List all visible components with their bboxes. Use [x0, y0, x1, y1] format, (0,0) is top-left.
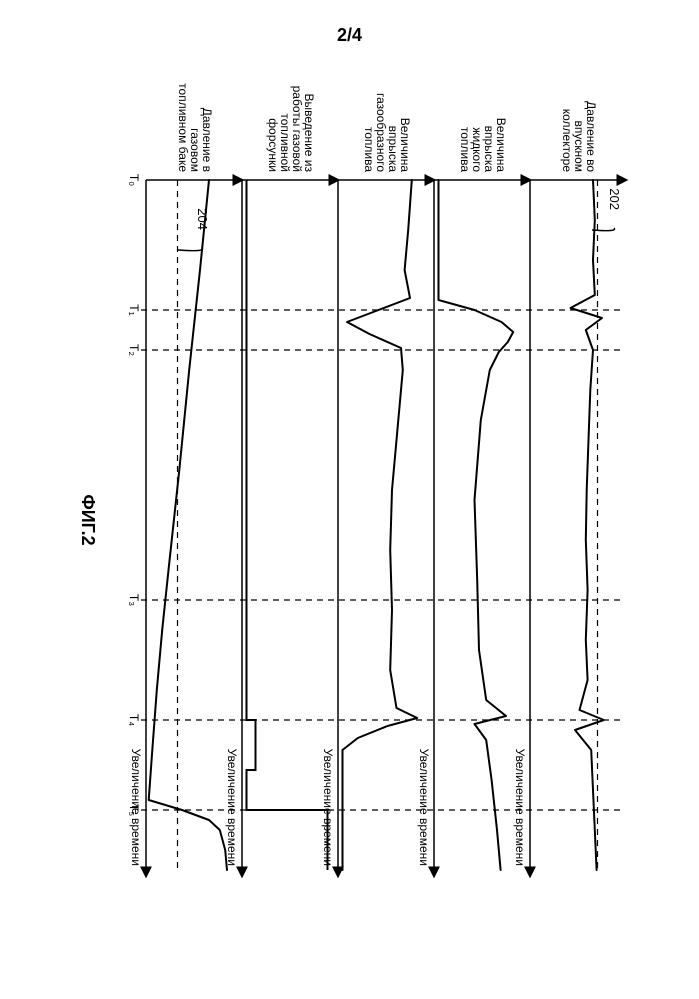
- timing-diagram: Давление вовпускномколлекторе Увеличение …: [70, 70, 630, 970]
- y-label-p2: Величинавпрыскажидкоготоплива: [458, 118, 508, 173]
- curve-p1: [570, 180, 603, 870]
- page: 2/4 Давление вовпускномколлекторе Увеличе…: [0, 0, 699, 999]
- y-label-p3: Величинавпрыскагазообразноготоплива: [362, 93, 412, 172]
- figure-label: ФИГ.2: [78, 494, 98, 545]
- curve-p4: [246, 180, 327, 870]
- callout-c204: 204: [195, 208, 210, 230]
- tick-t4: T₄: [127, 714, 141, 726]
- x-label-p1: Увеличение времени: [513, 749, 527, 866]
- curve-p2: [438, 180, 513, 870]
- curve-p5: [148, 180, 226, 870]
- curve-p3: [342, 180, 417, 870]
- tick-t0: T₀: [127, 174, 141, 186]
- x-label-p4: Увеличение времени: [225, 749, 239, 866]
- callout-c202: 202: [607, 188, 622, 210]
- tick-t1: T₁: [127, 304, 141, 315]
- y-label-p1: Давление вовпускномколлекторе: [560, 101, 598, 172]
- page-header: 2/4: [0, 25, 699, 46]
- y-label-p5: Давление вгазовомтопливном баке: [176, 83, 214, 172]
- rotated-diagram-wrap: Давление вовпускномколлекторе Увеличение …: [70, 70, 630, 970]
- leader-c204: [178, 248, 203, 251]
- tick-t2: T₂: [127, 344, 141, 356]
- tick-t3: T₃: [127, 594, 141, 606]
- y-label-p4: Выведение изработы газовойтопливнойфорсу…: [266, 86, 316, 173]
- x-label-p2: Увеличение времени: [417, 749, 431, 866]
- tick-t5: T₅: [127, 804, 141, 816]
